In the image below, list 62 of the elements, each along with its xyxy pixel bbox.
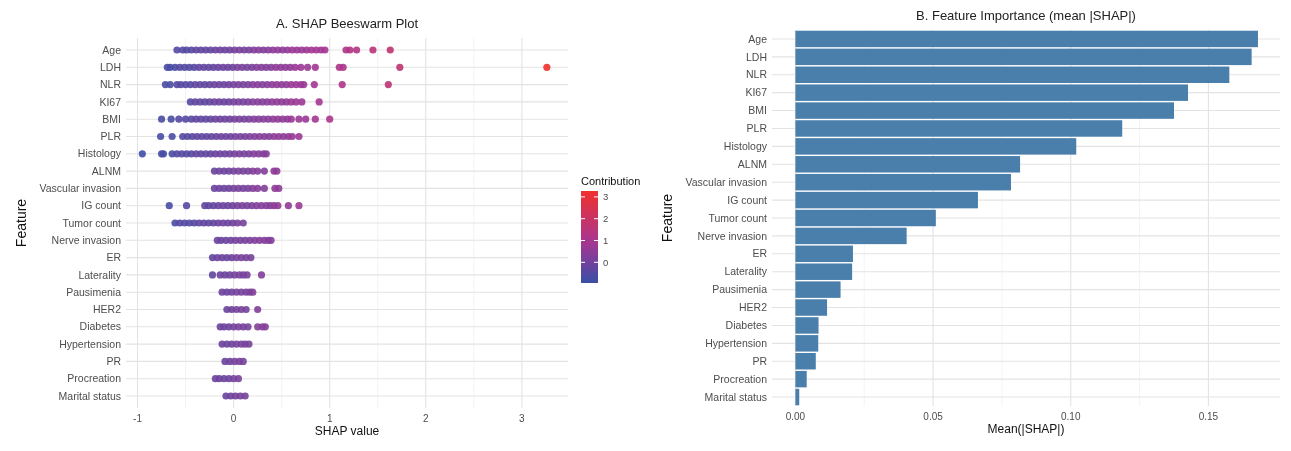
y-tick-label: Marital status (704, 390, 767, 403)
x-axis-title: Mean(|SHAP|) (987, 422, 1065, 436)
y-tick-label: Procreation (713, 372, 768, 385)
y-tick-label: Laterality (78, 268, 122, 281)
y-tick-label: Diabetes (79, 320, 121, 333)
x-tick-label: 0.10 (1061, 411, 1081, 422)
x-tick-label: 0 (230, 413, 237, 424)
y-tick-label: Procreation (67, 372, 122, 385)
y-tick-label: Histology (723, 140, 768, 153)
y-tick-label: PLR (746, 122, 768, 135)
y-tick-label: Marital status (58, 389, 121, 402)
x-axis-title: SHAP value (314, 424, 380, 438)
x-tick-label: -1 (133, 413, 143, 424)
y-tick-label: BMI (748, 104, 767, 117)
chart-title: B. Feature Importance (mean |SHAP|) (916, 8, 1136, 23)
y-tick-label: ALNM (737, 157, 767, 170)
y-tick-label: NLR (745, 68, 768, 81)
y-tick-label: HER2 (738, 301, 768, 314)
color-bar-label: 0 (603, 256, 609, 268)
y-tick-label: PR (752, 354, 768, 367)
y-tick-label: HER2 (92, 303, 122, 316)
y-tick-label: Histology (77, 147, 122, 160)
x-tick-label: 2 (423, 413, 430, 424)
y-tick-label: Vascular invasion (39, 182, 122, 195)
y-tick-label: LDH (745, 50, 767, 63)
y-tick-label: LDH (99, 60, 121, 73)
y-axis-title: Feature (659, 193, 675, 243)
y-tick-label: Pausimenia (712, 283, 768, 296)
y-tick-label: IG count (81, 199, 122, 212)
y-tick-label: ER (106, 251, 122, 264)
color-bar-label: 1 (603, 234, 609, 246)
y-tick-label: ER (752, 247, 768, 260)
y-tick-label: Vascular invasion (685, 175, 768, 188)
y-tick-label: IG count (727, 193, 768, 206)
x-tick-label: 1 (326, 413, 333, 424)
y-tick-label: ALNM (91, 164, 121, 177)
y-tick-label: Tumor count (62, 216, 122, 229)
chart-title: A. SHAP Beeswarm Plot (275, 16, 419, 31)
y-tick-label: KI67 (745, 86, 768, 99)
y-tick-label: NLR (99, 78, 122, 91)
y-tick-label: Tumor count (708, 211, 768, 224)
y-tick-label: Hypertension (59, 337, 122, 350)
y-tick-label: Laterality (724, 265, 768, 278)
y-tick-label: PR (106, 355, 122, 368)
y-tick-label: KI67 (99, 95, 122, 108)
color-bar-label: 3 (603, 191, 609, 203)
y-tick-label: PLR (100, 130, 122, 143)
x-tick-label: 0.05 (923, 411, 944, 422)
y-tick-label: Nerve invasion (697, 229, 768, 242)
y-tick-label: Age (748, 32, 768, 45)
x-tick-label: 0.00 (785, 411, 806, 422)
y-tick-label: Pausimenia (66, 285, 122, 298)
x-tick-label: 3 (519, 413, 526, 424)
y-tick-label: Diabetes (725, 319, 767, 332)
x-tick-label: 0.15 (1198, 411, 1219, 422)
color-bar-label: 2 (603, 213, 609, 225)
y-axis-title: Feature (13, 198, 29, 248)
y-tick-label: Hypertension (705, 337, 768, 350)
y-tick-label: Nerve invasion (51, 233, 122, 246)
y-tick-label: BMI (102, 112, 121, 125)
color-bar-title: Contribution (581, 175, 641, 187)
y-tick-label: Age (102, 43, 122, 56)
